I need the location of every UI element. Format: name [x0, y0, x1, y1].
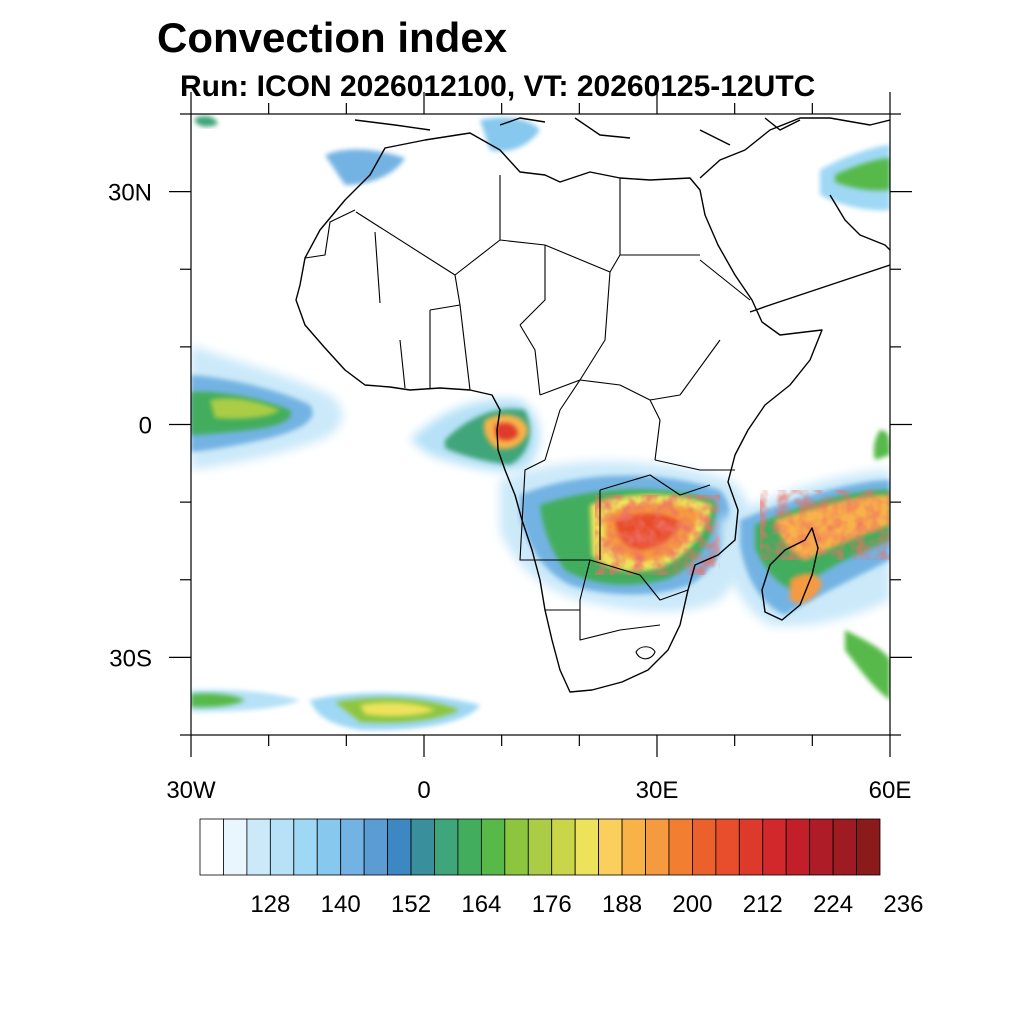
y-axis: 30N 0 30S	[108, 113, 912, 736]
colorbar-label: 212	[743, 891, 783, 918]
colorbar-swatch	[598, 818, 623, 876]
colorbar-swatch	[457, 818, 482, 876]
page-title: Convection index	[157, 14, 508, 61]
europe-coastline	[354, 117, 801, 146]
colorbar-label: 152	[391, 891, 431, 918]
convection-field	[191, 116, 890, 731]
x-tick-label: 30E	[636, 777, 679, 804]
arabia-coastline	[699, 117, 890, 313]
colorbar-swatch	[668, 818, 693, 876]
colorbar-swatch	[246, 818, 271, 876]
field-north-africa	[195, 116, 540, 185]
y-tick-label: 30S	[109, 645, 152, 672]
colorbar-swatch	[832, 818, 857, 876]
national-borders	[304, 175, 751, 660]
colorbar-swatch	[809, 818, 834, 876]
colorbar-label: 128	[250, 891, 290, 918]
colorbar-label: 176	[532, 891, 572, 918]
colorbar-swatch	[785, 818, 811, 876]
field-gabon-coast	[410, 399, 540, 472]
colorbar-swatch	[293, 818, 318, 876]
field-south-atlantic	[191, 689, 480, 731]
colorbar: 128 140 152 164 176 188 200 212 224 236	[199, 818, 923, 918]
colorbar-swatch	[738, 818, 764, 876]
colorbar-swatch	[645, 818, 670, 876]
colorbar-label: 236	[883, 891, 923, 918]
colorbar-swatch	[269, 818, 295, 876]
colorbar-swatch	[621, 818, 646, 876]
x-tick-label: 0	[417, 777, 430, 804]
coastlines	[295, 117, 890, 693]
colorbar-label: 200	[672, 891, 712, 918]
colorbar-swatch	[434, 818, 459, 876]
colorbar-swatch	[715, 818, 740, 876]
x-axis: 30W 0 30E 60E	[166, 92, 911, 804]
field-southern-africa	[500, 461, 752, 612]
colorbar-swatch	[199, 818, 224, 876]
colorbar-swatch	[762, 818, 787, 876]
colorbar-swatch	[692, 818, 717, 876]
colorbar-swatch	[527, 818, 553, 876]
colorbar-swatch	[480, 818, 506, 876]
colorbar-swatch	[574, 818, 600, 876]
y-tick-label: 30N	[108, 180, 152, 207]
colorbar-label: 224	[813, 891, 853, 918]
y-tick-label: 0	[139, 413, 152, 440]
colorbar-swatch	[387, 818, 412, 876]
field-madagascar	[720, 430, 890, 627]
colorbar-label: 140	[321, 891, 361, 918]
colorbar-label: 164	[461, 891, 501, 918]
colorbar-label: 188	[602, 891, 642, 918]
madagascar-coastline	[761, 527, 819, 621]
colorbar-swatch	[504, 818, 529, 876]
colorbar-swatch	[551, 818, 576, 876]
colorbar-swatch	[410, 818, 435, 876]
africa-coastline	[295, 132, 823, 693]
x-tick-label: 30W	[166, 777, 216, 804]
colorbar-swatch	[340, 818, 365, 876]
colorbar-swatch	[223, 818, 248, 876]
colorbar-swatch	[316, 818, 342, 876]
run-subtitle: Run: ICON 2026012100, VT: 20260125-12UTC	[180, 70, 816, 103]
colorbar-swatch	[856, 818, 881, 876]
field-equatorial-atlantic	[191, 345, 343, 470]
colorbar-swatch	[363, 818, 388, 876]
field-sw-indian-ocean	[845, 630, 890, 700]
field-arabian-gulf	[820, 145, 890, 211]
x-tick-label: 60E	[869, 777, 912, 804]
